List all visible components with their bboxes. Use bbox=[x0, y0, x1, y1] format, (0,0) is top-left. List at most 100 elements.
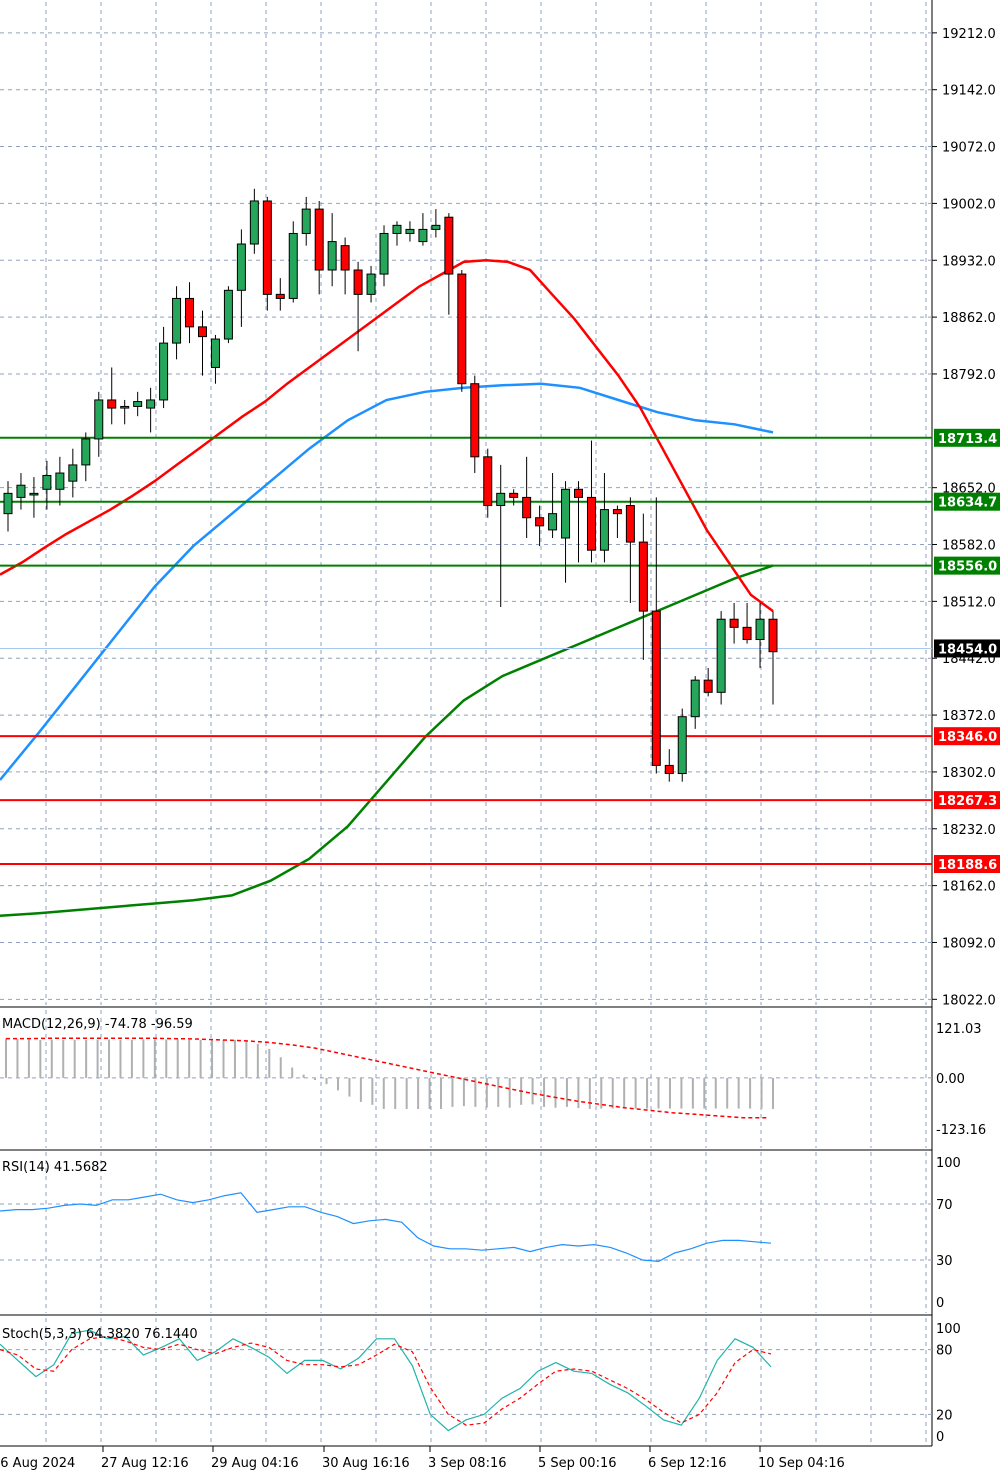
ma-short-line bbox=[0, 259, 774, 613]
candle-bear bbox=[651, 610, 661, 766]
price-tag bbox=[934, 791, 1000, 810]
candle-bear bbox=[107, 399, 117, 409]
candle-bull bbox=[146, 399, 156, 409]
candle-bull bbox=[288, 232, 298, 299]
candle-bull bbox=[210, 338, 220, 368]
candle-bull bbox=[81, 438, 91, 466]
candle-bull bbox=[716, 618, 726, 693]
rsi-tick-label: 100 bbox=[936, 1156, 961, 1171]
candle-bear bbox=[664, 764, 674, 775]
candle-bear bbox=[444, 216, 454, 275]
time-tick-label: 30 Aug 16:16 bbox=[322, 1456, 410, 1471]
candle-bull bbox=[677, 716, 687, 775]
candle-bull bbox=[172, 297, 182, 344]
price-tick-label: 18092.0 bbox=[942, 936, 996, 951]
time-tick-label: 26 Aug 2024 bbox=[0, 1456, 75, 1471]
candle-bear bbox=[625, 505, 635, 543]
candle-bear bbox=[314, 208, 324, 271]
rsi-label: RSI(14) 41.5682 bbox=[2, 1160, 108, 1175]
candle-bear bbox=[353, 269, 363, 295]
candle-bear bbox=[197, 326, 207, 338]
macd-tick-label: 0.00 bbox=[936, 1072, 965, 1087]
price-tag-text: 18346.0 bbox=[938, 730, 997, 745]
rsi-tick-label: 70 bbox=[936, 1198, 953, 1213]
candle-bull bbox=[55, 472, 65, 490]
price-tick-label: 18862.0 bbox=[942, 311, 996, 326]
price-tick-label: 19072.0 bbox=[942, 141, 996, 156]
candle-bull bbox=[431, 224, 441, 230]
time-tick-label: 6 Sep 12:16 bbox=[648, 1456, 727, 1471]
candle-bear bbox=[470, 383, 480, 458]
stoch-tick-label: 100 bbox=[936, 1322, 961, 1337]
candle-bull bbox=[599, 509, 609, 551]
candle-bull bbox=[496, 492, 506, 507]
candle-bull bbox=[366, 273, 376, 295]
price-tag bbox=[934, 492, 1000, 511]
time-tick-label: 29 Aug 04:16 bbox=[211, 1456, 299, 1471]
price-tick-label: 18372.0 bbox=[942, 709, 996, 724]
candle-bear bbox=[457, 273, 467, 385]
candle-bull bbox=[68, 464, 78, 482]
price-tag-text: 18713.4 bbox=[938, 432, 997, 447]
price-tick-label: 18792.0 bbox=[942, 368, 996, 383]
candle-bull bbox=[236, 243, 246, 291]
candle-bear bbox=[638, 541, 648, 612]
price-tag-text: 18556.0 bbox=[938, 560, 997, 575]
price-tick-label: 18232.0 bbox=[942, 823, 996, 838]
macd-tick-label: -123.16 bbox=[936, 1123, 986, 1138]
macd-signal-line bbox=[6, 1037, 767, 1119]
time-tick-label: 10 Sep 04:16 bbox=[758, 1456, 845, 1471]
price-tick-label: 18932.0 bbox=[942, 254, 996, 269]
candle-bull bbox=[223, 289, 233, 340]
candle-bull bbox=[94, 399, 104, 440]
candle-bull bbox=[548, 513, 558, 531]
price-tag bbox=[934, 639, 1000, 658]
price-tag bbox=[934, 727, 1000, 746]
candle-bull bbox=[120, 405, 130, 409]
candle-bull bbox=[561, 488, 571, 539]
stoch-tick-label: 0 bbox=[936, 1430, 944, 1445]
stoch-signal-line bbox=[0, 1335, 772, 1426]
price-tick-label: 18022.0 bbox=[942, 993, 996, 1008]
rsi-tick-label: 0 bbox=[936, 1296, 944, 1311]
ma-long-line bbox=[0, 564, 774, 917]
candle-bull bbox=[16, 484, 26, 498]
candle-bear bbox=[703, 679, 713, 693]
candle-bear bbox=[275, 293, 285, 299]
price-tick-label: 18582.0 bbox=[942, 539, 996, 554]
candle-bull bbox=[755, 618, 765, 641]
candle-bear bbox=[483, 456, 493, 507]
candle-bull bbox=[133, 401, 143, 407]
candle-bear bbox=[768, 618, 778, 653]
candle-bull bbox=[301, 208, 311, 234]
time-tick-label: 5 Sep 00:16 bbox=[538, 1456, 617, 1471]
price-tag bbox=[934, 556, 1000, 575]
price-tick-label: 18302.0 bbox=[942, 766, 996, 781]
price-tag-text: 18267.3 bbox=[938, 794, 997, 809]
price-tag-text: 18188.6 bbox=[938, 858, 997, 873]
candle-bull bbox=[405, 228, 415, 234]
stoch-tick-label: 80 bbox=[936, 1344, 953, 1359]
candle-bull bbox=[249, 200, 259, 245]
price-tick-label: 18512.0 bbox=[942, 595, 996, 610]
candle-bear bbox=[535, 517, 545, 527]
price-tag bbox=[934, 855, 1000, 874]
rsi-line bbox=[0, 1192, 772, 1263]
candle-bear bbox=[185, 297, 195, 328]
rsi-tick-label: 30 bbox=[936, 1254, 953, 1269]
price-tag bbox=[934, 428, 1000, 447]
candle-bear bbox=[612, 509, 622, 515]
candle-bull bbox=[379, 232, 389, 275]
time-tick-label: 27 Aug 12:16 bbox=[101, 1456, 189, 1471]
candle-bear bbox=[586, 496, 596, 551]
candle-bear bbox=[522, 496, 532, 519]
candle-bull bbox=[327, 241, 337, 271]
candle-bull bbox=[3, 492, 13, 515]
price-tag-text: 18634.7 bbox=[938, 496, 997, 511]
candle-bear bbox=[262, 200, 272, 295]
price-tick-label: 18162.0 bbox=[942, 880, 996, 895]
macd-label: MACD(12,26,9) -74.78 -96.59 bbox=[2, 1017, 193, 1032]
candle-bull bbox=[29, 492, 39, 496]
ma-medium-line bbox=[0, 382, 774, 781]
